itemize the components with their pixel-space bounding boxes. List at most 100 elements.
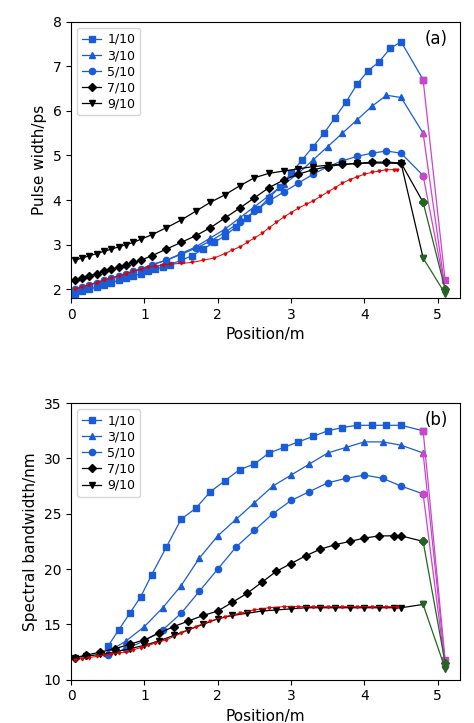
7/10 <box>281 176 287 184</box>
3/10 <box>138 265 144 273</box>
9/10 <box>244 609 250 617</box>
3/10 <box>164 256 169 265</box>
1/10 <box>398 421 404 429</box>
3/10 <box>101 276 107 285</box>
5/10 <box>325 479 331 487</box>
9/10 <box>391 604 397 612</box>
5/10 <box>343 474 349 483</box>
7/10 <box>310 166 316 174</box>
1/10 <box>365 67 371 75</box>
1/10 <box>233 223 239 231</box>
1/10 <box>296 437 301 446</box>
9/10 <box>200 620 206 629</box>
7/10 <box>94 269 100 278</box>
1/10 <box>160 262 165 271</box>
5/10 <box>362 471 367 479</box>
3/10 <box>420 448 426 457</box>
9/10 <box>79 254 85 262</box>
1/10 <box>222 476 228 485</box>
1/10 <box>288 169 294 178</box>
3/10 <box>362 437 367 446</box>
7/10 <box>156 629 162 638</box>
1/10 <box>398 38 404 46</box>
7/10 <box>215 607 220 615</box>
9/10 <box>193 207 199 215</box>
3/10 <box>383 91 389 100</box>
7/10 <box>347 537 353 546</box>
5/10 <box>270 510 275 518</box>
9/10 <box>398 604 404 612</box>
9/10 <box>325 161 331 170</box>
3/10 <box>197 554 202 562</box>
7/10 <box>171 623 177 631</box>
3/10 <box>369 102 374 111</box>
5/10 <box>307 487 312 496</box>
7/10 <box>354 159 360 168</box>
1/10 <box>193 504 199 513</box>
3/10 <box>131 267 137 275</box>
5/10 <box>72 285 78 294</box>
5/10 <box>252 207 257 215</box>
3/10 <box>420 129 426 137</box>
9/10 <box>72 653 78 662</box>
5/10 <box>420 489 426 498</box>
9/10 <box>318 604 323 612</box>
1/10 <box>109 278 114 287</box>
7/10 <box>123 260 129 269</box>
9/10 <box>296 165 301 174</box>
5/10 <box>193 244 199 252</box>
7/10 <box>273 567 279 576</box>
5/10 <box>266 197 272 205</box>
7/10 <box>237 204 243 213</box>
3/10 <box>233 515 239 523</box>
9/10 <box>142 641 147 650</box>
3/10 <box>354 116 360 124</box>
1/10 <box>94 283 100 291</box>
9/10 <box>420 254 426 262</box>
5/10 <box>398 149 404 158</box>
7/10 <box>369 158 374 166</box>
9/10 <box>420 600 426 609</box>
X-axis label: Position/m: Position/m <box>226 328 305 343</box>
3/10 <box>398 441 404 450</box>
5/10 <box>369 149 374 158</box>
1/10 <box>123 274 129 283</box>
9/10 <box>164 223 169 232</box>
1/10 <box>266 194 272 202</box>
1/10 <box>354 80 360 88</box>
3/10 <box>237 213 243 222</box>
7/10 <box>116 262 122 271</box>
3/10 <box>123 636 129 645</box>
5/10 <box>160 625 165 634</box>
9/10 <box>362 604 367 612</box>
3/10 <box>208 234 213 242</box>
9/10 <box>208 198 213 207</box>
7/10 <box>383 158 389 166</box>
3/10 <box>79 283 85 291</box>
1/10 <box>153 265 158 273</box>
7/10 <box>325 162 331 171</box>
5/10 <box>87 281 92 289</box>
9/10 <box>101 247 107 256</box>
5/10 <box>420 171 426 180</box>
3/10 <box>116 272 122 281</box>
5/10 <box>215 565 220 573</box>
7/10 <box>127 640 133 649</box>
3/10 <box>160 604 165 612</box>
5/10 <box>178 250 184 259</box>
9/10 <box>383 158 389 167</box>
9/10 <box>215 615 220 623</box>
7/10 <box>266 183 272 192</box>
1/10 <box>72 289 78 298</box>
5/10 <box>116 272 122 281</box>
9/10 <box>116 242 122 251</box>
Y-axis label: Spectral bandwidth/nm: Spectral bandwidth/nm <box>23 452 38 630</box>
Y-axis label: Pulse width/ps: Pulse width/ps <box>32 105 47 215</box>
1/10 <box>237 465 243 474</box>
5/10 <box>164 256 169 265</box>
3/10 <box>270 482 275 490</box>
7/10 <box>142 636 147 644</box>
7/10 <box>252 194 257 202</box>
9/10 <box>237 181 243 190</box>
Line: 3/10: 3/10 <box>105 439 426 655</box>
